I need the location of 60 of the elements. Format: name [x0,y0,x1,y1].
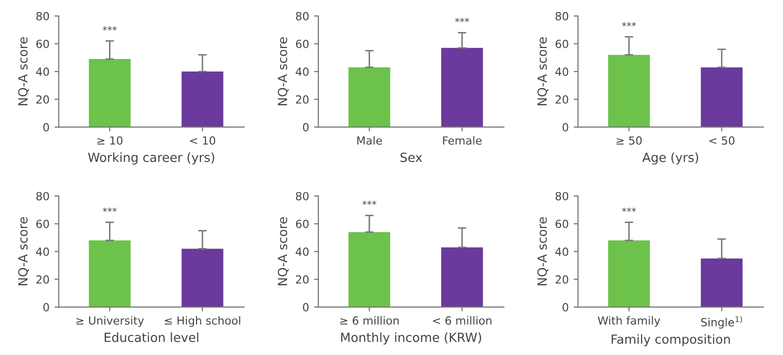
x-axis-title: Sex [400,152,422,162]
y-tick-label: 60 [36,220,49,228]
annotation: *** [622,22,636,26]
annotation: *** [102,208,117,212]
y-tick-label: 0 [562,123,568,132]
y-tick-label: 0 [43,303,49,312]
y-tick-label: 80 [556,12,568,20]
y-tick-label: 80 [36,12,49,20]
y-tick-label: 80 [296,12,309,20]
x-tick-label: < 10 [190,136,216,145]
x-tick-label: < 6 million [433,316,492,325]
x-tick-label: < 50 [709,136,734,145]
y-tick-label: 0 [43,123,49,132]
annotation: *** [622,208,636,212]
x-tick-label: Male [357,136,382,145]
y-tick-label: 20 [556,275,568,284]
x-tick-label: ≥ University [76,316,144,327]
y-axis-title: NQ-A score [537,217,548,286]
y-axis-title: NQ-A score [18,37,30,106]
y-tick-label: 40 [36,68,49,76]
x-axis-title: Monthly income (KRW) [341,332,482,345]
x-axis-title: Age (yrs) [642,152,698,165]
x-tick-label: ≤ High school [164,316,240,327]
y-tick-label: 40 [555,247,568,256]
y-tick-label: 20 [296,275,309,284]
y-tick-label: 80 [556,192,568,200]
y-tick-label: 40 [555,68,568,76]
y-tick-label: 60 [36,40,49,48]
y-tick-label: 0 [302,123,309,132]
y-tick-label: 0 [302,303,309,312]
y-axis-title: NQ-A score [537,37,548,106]
x-tick-label: With family [598,316,660,327]
annotation: *** [362,200,376,206]
y-axis-title: NQ-A score [278,217,289,286]
y-tick-label: 60 [556,40,568,48]
y-tick-label: 60 [296,220,309,228]
y-tick-label: 40 [296,68,309,76]
x-axis-title: Working career (yrs) [88,152,214,165]
x-tick-label: Single$^{1)}$ [701,316,742,329]
x-tick-label: ≥ 50 [616,136,642,145]
x-tick-label: ≥ 6 million [340,316,399,325]
x-tick-label: Female [443,136,482,145]
y-tick-label: 40 [36,247,49,256]
y-axis-title: NQ-A score [278,37,289,106]
y-axis-title: NQ-A score [18,217,30,286]
y-tick-label: 80 [36,192,49,200]
y-tick-label: 20 [296,95,309,104]
y-tick-label: 20 [556,95,568,104]
x-axis-title: Education level [104,332,198,342]
y-tick-label: 40 [296,247,309,256]
y-tick-label: 20 [36,275,49,284]
x-axis-title: Family composition [612,334,730,346]
x-tick-label: ≥ 10 [97,136,122,145]
annotation: *** [455,18,470,22]
y-tick-label: 0 [562,303,568,312]
y-tick-label: 60 [556,220,568,228]
annotation: *** [102,26,117,31]
y-tick-label: 20 [36,95,49,104]
y-tick-label: 60 [296,40,309,48]
y-tick-label: 80 [296,192,309,200]
